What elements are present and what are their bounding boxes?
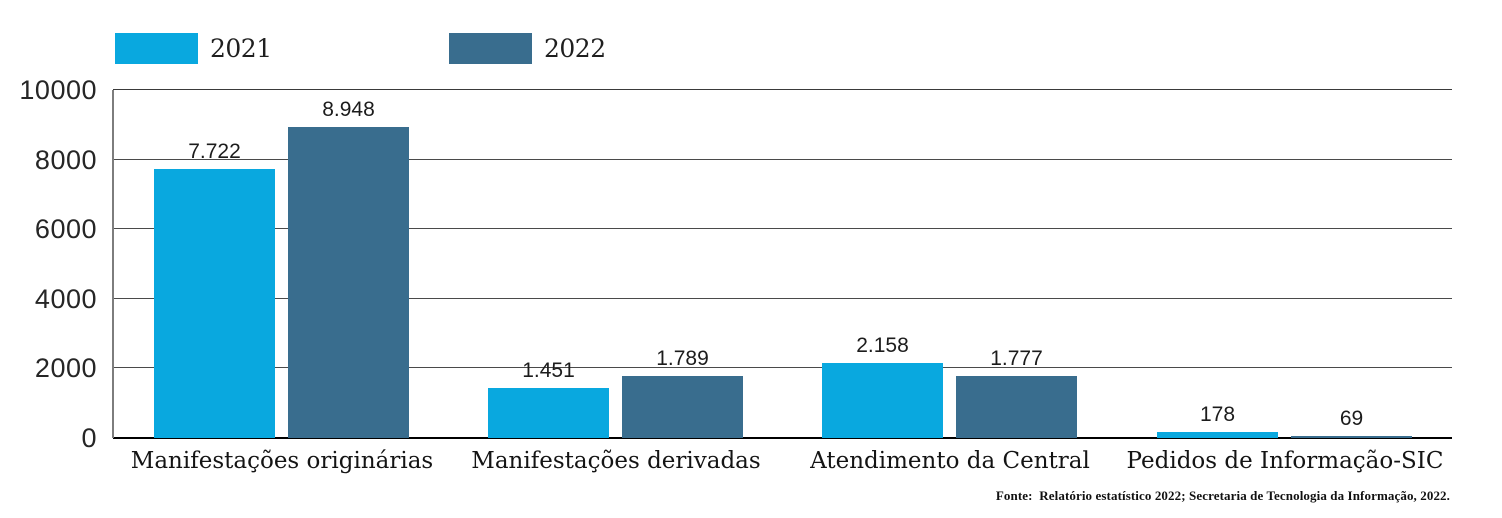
- legend-label-2022: 2022: [544, 34, 606, 63]
- bar-value-2022-1: 1.789: [656, 346, 709, 370]
- bar-value-2021-1: 1.451: [522, 358, 575, 382]
- bar-value-2022-2: 1.777: [990, 347, 1043, 371]
- bar-2022-3: [1291, 435, 1412, 438]
- bar-2022-2: [956, 376, 1077, 438]
- source-note: Fonte: Relatório estatístico 2022; Secre…: [995, 488, 1450, 503]
- gridline-0: [113, 437, 1452, 439]
- x-axis-category-3: Pedidos de Informação-SIC: [1126, 448, 1444, 474]
- bar-value-2021-3: 178: [1199, 402, 1236, 426]
- y-axis-tick-8000: 8000: [34, 144, 97, 175]
- y-axis-line: [112, 90, 114, 438]
- legend-swatch-2021: [115, 33, 198, 64]
- y-axis-tick-6000: 6000: [34, 214, 97, 245]
- bar-2021-1: [488, 387, 609, 438]
- x-axis-category-0: Manifestações originárias: [130, 448, 434, 474]
- x-axis-category-2: Atendimento da Central: [810, 448, 1090, 474]
- y-axis-tick-4000: 4000: [34, 283, 97, 314]
- legend-label-2021: 2021: [210, 34, 272, 63]
- legend-item-2021: 2021: [115, 33, 272, 64]
- x-axis-category-1: Manifestações derivadas: [471, 448, 761, 474]
- gridline-4000: [113, 297, 1452, 299]
- gridline-6000: [113, 228, 1452, 230]
- legend-item-2022: 2022: [449, 33, 606, 64]
- bar-2022-1: [622, 375, 743, 438]
- y-axis-tick-10000: 10000: [19, 75, 97, 105]
- y-axis-tick-0: 0: [81, 423, 97, 453]
- bar-value-2021-2: 2.158: [856, 333, 909, 357]
- legend-swatch-2022: [449, 33, 532, 64]
- bar-2021-3: [1157, 431, 1278, 438]
- bar-value-2022-0: 8.948: [322, 97, 375, 121]
- gridline-2000: [113, 367, 1452, 369]
- bar-2021-2: [822, 362, 943, 438]
- bar-2022-0: [288, 126, 409, 438]
- bar-value-2021-0: 7.722: [188, 140, 241, 164]
- gridline-8000: [113, 158, 1452, 160]
- bar-2021-0: [154, 169, 275, 438]
- gridline-10000: [113, 89, 1452, 90]
- bar-value-2022-3: 69: [1339, 406, 1364, 430]
- y-axis-tick-2000: 2000: [34, 353, 97, 384]
